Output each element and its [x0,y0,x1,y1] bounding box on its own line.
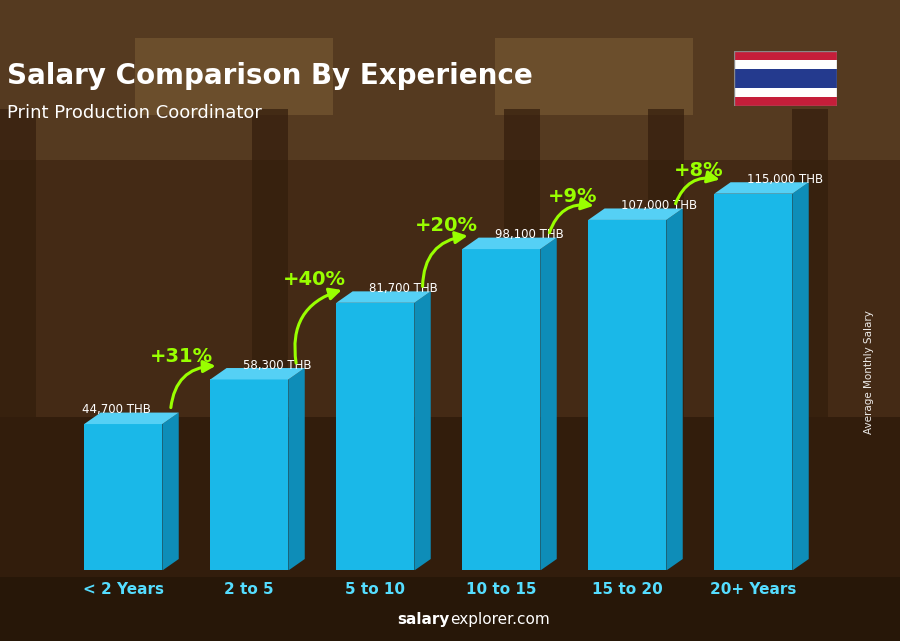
Polygon shape [792,182,809,570]
Polygon shape [666,208,683,570]
Text: Salary Comparison By Experience: Salary Comparison By Experience [7,62,533,90]
Text: 98,100 THB: 98,100 THB [495,228,563,241]
Bar [0,0,900,160]
Bar [589,220,666,570]
Bar [792,109,828,462]
Text: +40%: +40% [283,270,346,289]
Text: +20%: +20% [415,217,478,235]
Text: 81,700 THB: 81,700 THB [369,282,437,295]
Bar [337,303,414,570]
Bar [252,109,288,462]
Polygon shape [414,292,431,570]
Bar [715,194,792,570]
Bar [734,69,837,88]
Bar [734,51,837,60]
Bar [0,577,900,641]
Bar [463,249,540,570]
Text: explorer.com: explorer.com [450,612,550,627]
Text: +9%: +9% [548,187,598,206]
Text: salary: salary [398,612,450,627]
Polygon shape [85,413,179,424]
Bar [0,109,36,462]
Bar [734,60,837,69]
Bar [648,109,684,462]
Polygon shape [288,368,305,570]
Text: 115,000 THB: 115,000 THB [747,173,824,186]
Bar [504,109,540,462]
Bar [734,97,837,106]
Polygon shape [337,292,431,303]
Bar [85,424,162,570]
Polygon shape [162,413,179,570]
Text: +31%: +31% [150,347,213,366]
Text: 44,700 THB: 44,700 THB [82,403,150,416]
Polygon shape [589,208,683,220]
Polygon shape [211,368,305,379]
Bar [135,38,333,115]
Text: 107,000 THB: 107,000 THB [621,199,698,212]
Polygon shape [463,238,557,249]
Bar [734,88,837,97]
Text: +8%: +8% [674,161,724,180]
Polygon shape [540,238,557,570]
Text: Print Production Coordinator: Print Production Coordinator [7,104,262,122]
Polygon shape [715,182,809,194]
Text: Average Monthly Salary: Average Monthly Salary [863,310,874,434]
Bar [211,379,288,570]
Bar [0,417,900,577]
Text: 58,300 THB: 58,300 THB [243,358,311,372]
Bar [495,38,693,115]
Bar [0,160,900,417]
